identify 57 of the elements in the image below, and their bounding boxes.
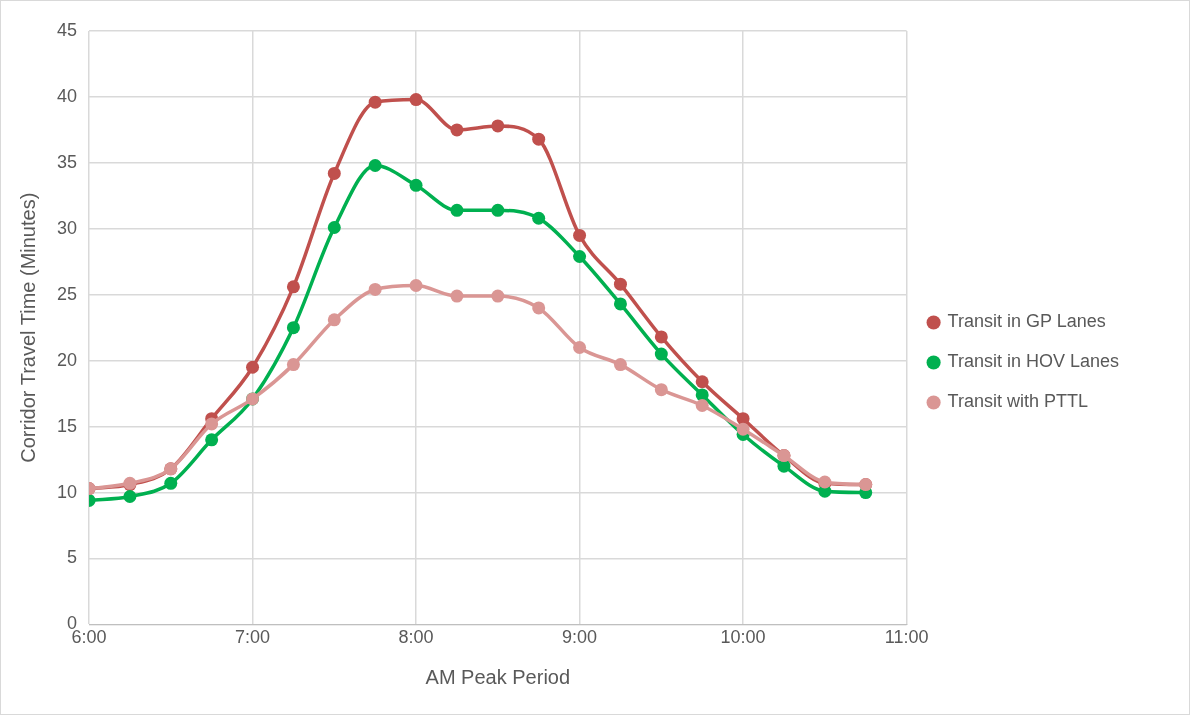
point — [532, 132, 546, 146]
point — [450, 289, 464, 303]
y-tick-label: 25 — [56, 283, 78, 304]
point — [695, 375, 709, 389]
point — [450, 203, 464, 217]
point — [613, 277, 627, 291]
point — [532, 301, 546, 315]
y-tick-label: 20 — [56, 349, 78, 370]
y-tick-label: 30 — [56, 217, 78, 238]
x-tick-label: 10:00 — [720, 627, 766, 648]
point — [409, 178, 423, 192]
point — [491, 119, 505, 133]
x-tick-label: 9:00 — [562, 627, 598, 648]
y-tick-label: 15 — [56, 415, 78, 436]
point — [409, 279, 423, 292]
y-tick-label: 35 — [56, 151, 78, 172]
point — [164, 476, 178, 490]
point — [123, 489, 137, 503]
legend-label: Transit in HOV Lanes — [947, 351, 1119, 372]
point — [327, 166, 341, 180]
point — [368, 95, 382, 109]
point — [368, 159, 382, 172]
point — [573, 340, 587, 354]
point — [286, 358, 300, 372]
y-tick-label: 5 — [67, 547, 78, 568]
x-tick-label: 8:00 — [398, 627, 434, 648]
point — [491, 289, 505, 303]
y-tick-label: 40 — [56, 85, 78, 106]
point — [573, 228, 587, 242]
point — [491, 203, 505, 217]
legend-label: Transit with PTTL — [947, 391, 1088, 412]
point — [327, 220, 341, 234]
point — [409, 93, 423, 107]
point — [654, 383, 668, 397]
point — [654, 347, 668, 361]
point — [368, 282, 382, 296]
point — [450, 123, 464, 137]
x-axis-title: AM Peak Period — [425, 665, 571, 688]
x-tick-label: 7:00 — [235, 627, 271, 648]
point — [613, 297, 627, 311]
y-axis-title: Corridor Travel Time (Minutes) — [16, 192, 39, 463]
point — [736, 422, 750, 436]
point — [654, 330, 668, 344]
point — [205, 417, 219, 431]
x-tick-label: 11:00 — [884, 627, 929, 648]
y-tick-label: 45 — [56, 19, 78, 40]
legend-label: Transit in GP Lanes — [947, 311, 1106, 332]
point — [286, 321, 300, 335]
point — [613, 358, 627, 372]
point — [532, 211, 546, 225]
point — [695, 399, 709, 412]
point — [573, 249, 587, 263]
point — [286, 280, 300, 294]
point — [205, 433, 219, 447]
y-tick-label: 10 — [56, 481, 78, 502]
point — [246, 360, 260, 374]
point — [327, 313, 341, 327]
